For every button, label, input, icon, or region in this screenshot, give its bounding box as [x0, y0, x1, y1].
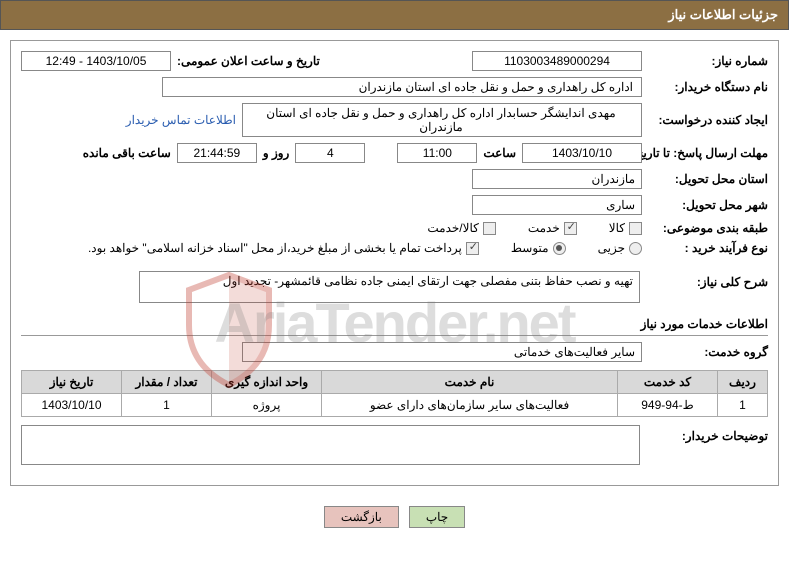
td-qty: 1	[122, 394, 212, 417]
th-row: ردیف	[718, 371, 768, 394]
field-deadline-time: 11:00	[397, 143, 477, 163]
field-need-no: 1103003489000294	[472, 51, 642, 71]
row-province: استان محل تحویل: مازندران	[21, 169, 768, 189]
label-hour: ساعت	[483, 146, 516, 160]
field-service-group: سایر فعالیت‌های خدماتی	[242, 342, 642, 362]
radio-medium-wrap[interactable]: متوسط	[511, 241, 566, 255]
label-medium: متوسط	[511, 241, 549, 255]
checkbox-service[interactable]	[564, 222, 577, 235]
label-payment: پرداخت تمام یا بخشی از مبلغ خرید،از محل …	[88, 241, 462, 255]
label-purchase-type: نوع فرآیند خرید :	[648, 241, 768, 255]
main-panel: شماره نیاز: 1103003489000294 تاریخ و ساع…	[10, 40, 779, 486]
th-name: نام خدمت	[322, 371, 618, 394]
th-unit: واحد اندازه گیری	[212, 371, 322, 394]
th-qty: تعداد / مقدار	[122, 371, 212, 394]
td-unit: پروژه	[212, 394, 322, 417]
print-button[interactable]: چاپ	[409, 506, 465, 528]
label-service-group: گروه خدمت:	[648, 345, 768, 359]
field-buyer-notes	[21, 425, 640, 465]
checkbox-goods[interactable]	[629, 222, 642, 235]
checkbox-goods-wrap[interactable]: کالا	[609, 221, 642, 235]
row-service-group: گروه خدمت: سایر فعالیت‌های خدماتی	[21, 342, 768, 362]
label-requester: ایجاد کننده درخواست:	[648, 113, 768, 127]
field-remain-time: 21:44:59	[177, 143, 257, 163]
row-subject-class: طبقه بندی موضوعی: کالا خدمت کالا/خدمت	[21, 221, 768, 235]
row-city: شهر محل تحویل: ساری	[21, 195, 768, 215]
field-remain-days: 4	[295, 143, 365, 163]
checkbox-payment-wrap[interactable]: پرداخت تمام یا بخشی از مبلغ خرید،از محل …	[88, 241, 479, 255]
field-requester: مهدی اندایشگر حسابدار اداره کل راهداری و…	[242, 103, 642, 137]
services-info-header: اطلاعات خدمات مورد نیاز	[21, 313, 768, 336]
row-buyer-org: نام دستگاه خریدار: اداره کل راهداری و حم…	[21, 77, 768, 97]
row-requester: ایجاد کننده درخواست: مهدی اندایشگر حسابد…	[21, 103, 768, 137]
services-table: ردیف کد خدمت نام خدمت واحد اندازه گیری ت…	[21, 370, 768, 417]
field-city: ساری	[472, 195, 642, 215]
label-buyer-notes: توضیحات خریدار:	[648, 425, 768, 443]
radio-partial-wrap[interactable]: جزیی	[598, 241, 642, 255]
label-days-and: روز و	[263, 146, 290, 160]
td-name: فعالیت‌های سایر سازمان‌های دارای عضو	[322, 394, 618, 417]
checkbox-payment[interactable]	[466, 242, 479, 255]
contact-link[interactable]: اطلاعات تماس خریدار	[126, 113, 236, 127]
radio-medium[interactable]	[553, 242, 566, 255]
label-province: استان محل تحویل:	[648, 172, 768, 186]
back-button[interactable]: بازگشت	[324, 506, 399, 528]
label-need-summary: شرح کلی نیاز:	[648, 271, 768, 289]
label-need-no: شماره نیاز:	[648, 54, 768, 68]
row-purchase-type: نوع فرآیند خرید : جزیی متوسط پرداخت تمام…	[21, 241, 768, 255]
title-bar: جزئیات اطلاعات نیاز	[0, 0, 789, 30]
label-goods-service: کالا/خدمت	[427, 221, 478, 235]
row-need-summary: شرح کلی نیاز: تهیه و نصب حفاظ بتنی مفصلی…	[21, 271, 768, 303]
label-announce-date: تاریخ و ساعت اعلان عمومی:	[177, 54, 320, 68]
footer-buttons: چاپ بازگشت	[0, 496, 789, 542]
row-deadline: مهلت ارسال پاسخ: تا تاریخ: 1403/10/10 سا…	[21, 143, 768, 163]
radio-partial[interactable]	[629, 242, 642, 255]
td-date: 1403/10/10	[22, 394, 122, 417]
label-city: شهر محل تحویل:	[648, 198, 768, 212]
checkbox-goods-service[interactable]	[483, 222, 496, 235]
label-deadline: مهلت ارسال پاسخ: تا تاریخ:	[648, 146, 768, 160]
checkbox-goods-service-wrap[interactable]: کالا/خدمت	[427, 221, 495, 235]
label-hours-remain: ساعت باقی مانده	[83, 146, 171, 160]
field-deadline-date: 1403/10/10	[522, 143, 642, 163]
text-need-summary: تهیه و نصب حفاظ بتنی مفصلی جهت ارتقای ای…	[223, 274, 633, 288]
label-service: خدمت	[528, 221, 560, 235]
label-goods: کالا	[609, 221, 625, 235]
row-buyer-notes: توضیحات خریدار:	[21, 425, 768, 475]
checkbox-service-wrap[interactable]: خدمت	[528, 221, 577, 235]
td-row: 1	[718, 394, 768, 417]
table-header-row: ردیف کد خدمت نام خدمت واحد اندازه گیری ت…	[22, 371, 768, 394]
table-row: 1 ط-94-949 فعالیت‌های سایر سازمان‌های دا…	[22, 394, 768, 417]
th-code: کد خدمت	[618, 371, 718, 394]
title-text: جزئیات اطلاعات نیاز	[668, 7, 778, 22]
th-date: تاریخ نیاز	[22, 371, 122, 394]
field-buyer-org: اداره کل راهداری و حمل و نقل جاده ای است…	[162, 77, 642, 97]
td-code: ط-94-949	[618, 394, 718, 417]
label-partial: جزیی	[598, 241, 625, 255]
field-province: مازندران	[472, 169, 642, 189]
field-need-summary: تهیه و نصب حفاظ بتنی مفصلی جهت ارتقای ای…	[139, 271, 640, 303]
label-buyer-org: نام دستگاه خریدار:	[648, 80, 768, 94]
label-subject-class: طبقه بندی موضوعی:	[648, 221, 768, 235]
row-need-no: شماره نیاز: 1103003489000294 تاریخ و ساع…	[21, 51, 768, 71]
field-announce-date: 1403/10/05 - 12:49	[21, 51, 171, 71]
